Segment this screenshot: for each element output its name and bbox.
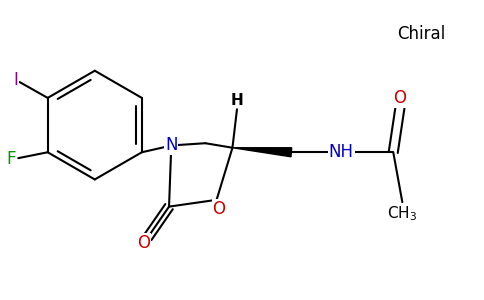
Text: N: N bbox=[165, 136, 178, 154]
Text: O: O bbox=[212, 200, 226, 218]
Text: NH: NH bbox=[329, 143, 354, 161]
Text: F: F bbox=[7, 150, 16, 168]
Polygon shape bbox=[232, 148, 292, 157]
Text: O: O bbox=[137, 234, 151, 252]
Text: H: H bbox=[230, 93, 243, 108]
Text: O: O bbox=[393, 89, 407, 107]
Text: CH$_3$: CH$_3$ bbox=[387, 204, 417, 223]
Text: I: I bbox=[14, 71, 18, 89]
Text: Chiral: Chiral bbox=[397, 26, 445, 44]
